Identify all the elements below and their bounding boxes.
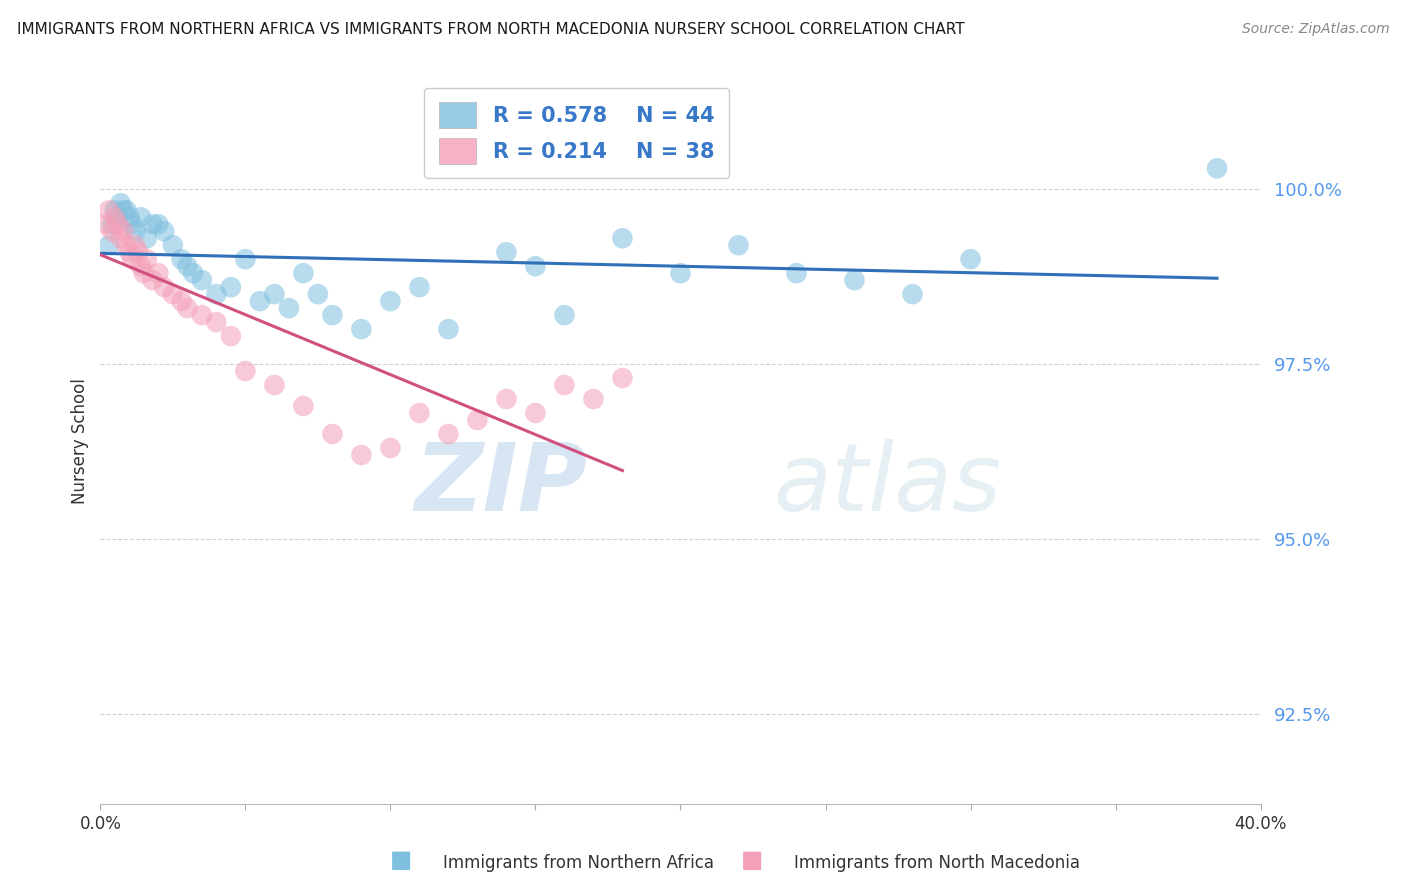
Point	[219, 280, 242, 294]
Text: ■: ■	[389, 848, 412, 872]
Point	[148, 266, 170, 280]
Point	[98, 238, 121, 252]
Point	[107, 211, 129, 225]
Point	[127, 245, 149, 260]
Point	[170, 294, 193, 309]
Point	[219, 329, 242, 343]
Point	[148, 217, 170, 231]
Legend: R = 0.578    N = 44, R = 0.214    N = 38: R = 0.578 N = 44, R = 0.214 N = 38	[425, 87, 728, 178]
Point	[94, 217, 117, 231]
Text: 40.0%: 40.0%	[1234, 815, 1286, 833]
Point	[612, 231, 634, 245]
Point	[121, 217, 143, 231]
Point	[142, 273, 165, 287]
Point	[98, 203, 121, 218]
Point	[495, 245, 517, 260]
Point	[350, 448, 373, 462]
Point	[101, 224, 124, 238]
Point	[612, 371, 634, 385]
Point	[408, 406, 430, 420]
Text: ZIP: ZIP	[415, 439, 588, 531]
Point	[249, 294, 271, 309]
Point	[307, 287, 329, 301]
Point	[437, 427, 460, 442]
Point	[191, 308, 214, 322]
Text: Source: ZipAtlas.com: Source: ZipAtlas.com	[1241, 22, 1389, 37]
Point	[129, 211, 152, 225]
Point	[132, 266, 155, 280]
Point	[380, 294, 402, 309]
Point	[205, 287, 228, 301]
Point	[112, 203, 135, 218]
Point	[350, 322, 373, 336]
Point	[1206, 161, 1229, 176]
Point	[408, 280, 430, 294]
Point	[107, 217, 129, 231]
Point	[321, 427, 343, 442]
Point	[101, 217, 124, 231]
Text: ■: ■	[741, 848, 763, 872]
Point	[162, 287, 184, 301]
Point	[142, 217, 165, 231]
Point	[205, 315, 228, 329]
Point	[437, 322, 460, 336]
Point	[176, 259, 198, 273]
Point	[669, 266, 692, 280]
Point	[263, 378, 285, 392]
Point	[176, 301, 198, 315]
Point	[553, 308, 575, 322]
Point	[277, 301, 299, 315]
Point	[129, 259, 152, 273]
Point	[110, 196, 132, 211]
Point	[104, 211, 127, 225]
Point	[110, 231, 132, 245]
Point	[112, 224, 135, 238]
Point	[170, 252, 193, 267]
Point	[104, 203, 127, 218]
Point	[124, 224, 146, 238]
Point	[191, 273, 214, 287]
Point	[162, 238, 184, 252]
Point	[153, 280, 176, 294]
Point	[263, 287, 285, 301]
Point	[785, 266, 807, 280]
Point	[321, 308, 343, 322]
Point	[901, 287, 924, 301]
Text: atlas: atlas	[773, 439, 1001, 530]
Point	[524, 406, 547, 420]
Point	[115, 238, 138, 252]
Point	[292, 399, 315, 413]
Point	[118, 245, 141, 260]
Text: Immigrants from Northern Africa: Immigrants from Northern Africa	[443, 855, 714, 872]
Point	[844, 273, 866, 287]
Point	[582, 392, 605, 406]
Point	[124, 238, 146, 252]
Point	[153, 224, 176, 238]
Point	[292, 266, 315, 280]
Point	[727, 238, 749, 252]
Point	[121, 252, 143, 267]
Point	[380, 441, 402, 455]
Point	[235, 364, 257, 378]
Point	[115, 203, 138, 218]
Text: IMMIGRANTS FROM NORTHERN AFRICA VS IMMIGRANTS FROM NORTH MACEDONIA NURSERY SCHOO: IMMIGRANTS FROM NORTHERN AFRICA VS IMMIG…	[17, 22, 965, 37]
Point	[495, 392, 517, 406]
Point	[135, 252, 157, 267]
Point	[553, 378, 575, 392]
Text: 0.0%: 0.0%	[79, 815, 121, 833]
Point	[524, 259, 547, 273]
Point	[181, 266, 204, 280]
Point	[959, 252, 981, 267]
Point	[235, 252, 257, 267]
Point	[118, 211, 141, 225]
Point	[135, 231, 157, 245]
Y-axis label: Nursery School: Nursery School	[72, 378, 89, 504]
Point	[467, 413, 489, 427]
Text: Immigrants from North Macedonia: Immigrants from North Macedonia	[794, 855, 1080, 872]
